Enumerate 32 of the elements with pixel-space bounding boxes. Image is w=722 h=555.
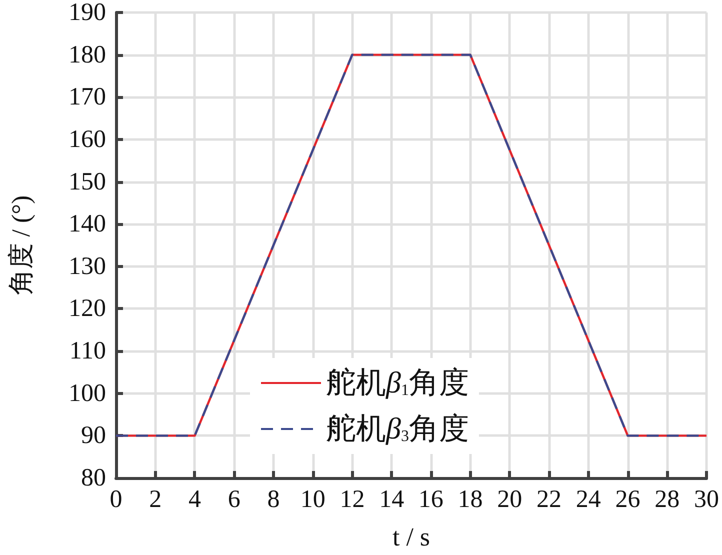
y-tick-label: 160	[68, 126, 106, 153]
legend-label: 舵机β1角度	[326, 366, 469, 400]
x-tick-label: 28	[654, 486, 680, 513]
legend-label: 舵机β3角度	[326, 412, 469, 446]
x-tick-label: 22	[536, 486, 562, 513]
x-tick-label: 0	[110, 486, 122, 513]
y-tick-label: 90	[81, 422, 106, 450]
x-tick-label: 12	[340, 486, 365, 513]
x-tick-label: 20	[497, 486, 522, 513]
x-tick-label: 8	[267, 486, 280, 513]
x-tick-label: 4	[188, 486, 202, 513]
x-tick-label: 14	[379, 486, 405, 513]
y-tick-label: 120	[68, 295, 106, 322]
x-tick-label: 30	[694, 486, 719, 513]
y-tick-label: 150	[68, 168, 106, 196]
y-tick-label: 180	[68, 41, 106, 68]
y-tick-label: 170	[68, 84, 106, 111]
x-tick-label: 26	[615, 486, 640, 513]
y-tick-label: 110	[69, 338, 106, 365]
y-tick-label: 130	[68, 252, 106, 280]
x-axis-title: t / s	[392, 522, 430, 552]
x-tick-label: 18	[458, 486, 483, 513]
x-tick-label: 2	[149, 486, 162, 513]
x-tick-label: 6	[228, 486, 240, 513]
y-axis-title: 角度 / (°)	[6, 195, 36, 296]
y-tick-label: 140	[68, 210, 106, 238]
y-tick-label: 190	[68, 0, 106, 26]
x-tick-label: 10	[300, 486, 326, 513]
y-tick-label: 100	[68, 380, 106, 407]
x-tick-label: 16	[418, 486, 444, 513]
x-tick-label: 24	[576, 486, 602, 513]
y-tick-label: 80	[81, 464, 106, 492]
